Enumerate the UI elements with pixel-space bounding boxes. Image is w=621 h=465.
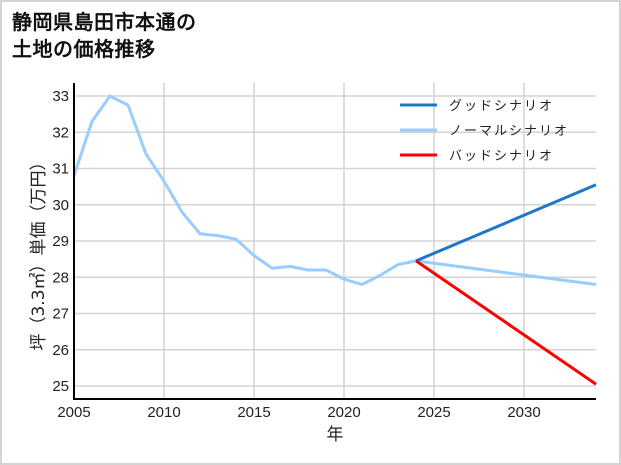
chart-title-line2: 土地の価格推移 bbox=[12, 37, 156, 61]
y-axis-label: 坪（3.3㎡）単価（万円） bbox=[29, 153, 49, 350]
y-tick-label: 32 bbox=[52, 124, 69, 141]
data-series bbox=[72, 94, 597, 386]
y-tick-label: 27 bbox=[52, 306, 69, 323]
chart-title: 静岡県島田市本通の 土地の価格推移 bbox=[12, 9, 197, 63]
x-tick-label: 2030 bbox=[507, 404, 540, 421]
y-tick-label: 25 bbox=[52, 378, 69, 395]
grid-lines bbox=[74, 83, 596, 399]
axes bbox=[73, 83, 596, 400]
y-tick-labels: 25 26 27 28 29 30 31 32 33 bbox=[52, 88, 69, 395]
legend-label: グッドシナリオ bbox=[449, 99, 554, 114]
x-tick-label: 2015 bbox=[237, 404, 270, 421]
series-line-2 bbox=[415, 259, 597, 386]
y-tick-label: 33 bbox=[52, 88, 69, 105]
x-axis-label: 年 bbox=[327, 425, 344, 445]
x-tick-label: 2020 bbox=[327, 404, 360, 421]
y-tick-label: 30 bbox=[52, 197, 69, 214]
legend-label: ノーマルシナリオ bbox=[449, 124, 569, 139]
series-line-1 bbox=[72, 94, 597, 286]
chart-title-line1: 静岡県島田市本通の bbox=[12, 10, 197, 34]
legend-item: ノーマルシナリオ bbox=[400, 124, 569, 139]
legend-item: グッドシナリオ bbox=[400, 99, 554, 114]
series-line-0 bbox=[415, 183, 597, 263]
x-tick-label: 2005 bbox=[57, 404, 90, 421]
y-tick-label: 26 bbox=[52, 342, 69, 359]
x-tick-labels: 2005 2010 2015 2020 2025 2030 bbox=[57, 404, 540, 421]
x-tick-label: 2025 bbox=[417, 404, 450, 421]
y-tick-label: 29 bbox=[52, 233, 69, 250]
legend-item: バッドシナリオ bbox=[400, 149, 554, 164]
legend-label: バッドシナリオ bbox=[449, 149, 554, 164]
x-tick-label: 2010 bbox=[147, 404, 180, 421]
y-tick-label: 31 bbox=[52, 161, 69, 178]
y-tick-label: 28 bbox=[52, 269, 69, 286]
